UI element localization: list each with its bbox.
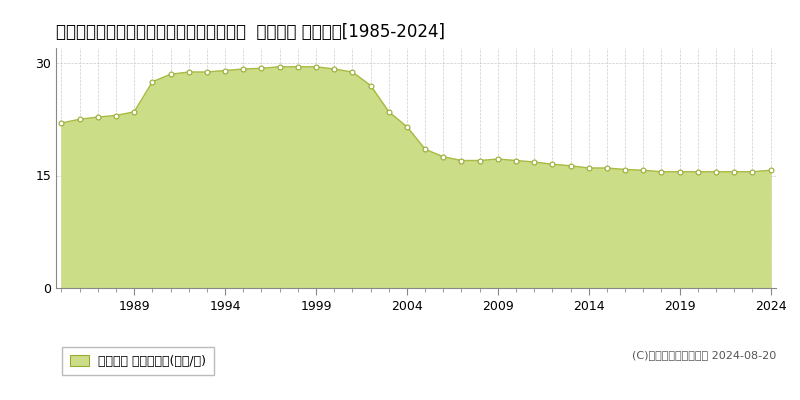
Text: 岡山県玉野市田井４丁目５３３１番１０外  地価公示 地価推移[1985-2024]: 岡山県玉野市田井４丁目５３３１番１０外 地価公示 地価推移[1985-2024] bbox=[56, 23, 445, 41]
Text: (C)土地価格ドットコム 2024-08-20: (C)土地価格ドットコム 2024-08-20 bbox=[632, 350, 776, 360]
Legend: 地価公示 平均坪単価(万円/坪): 地価公示 平均坪単価(万円/坪) bbox=[62, 347, 214, 375]
